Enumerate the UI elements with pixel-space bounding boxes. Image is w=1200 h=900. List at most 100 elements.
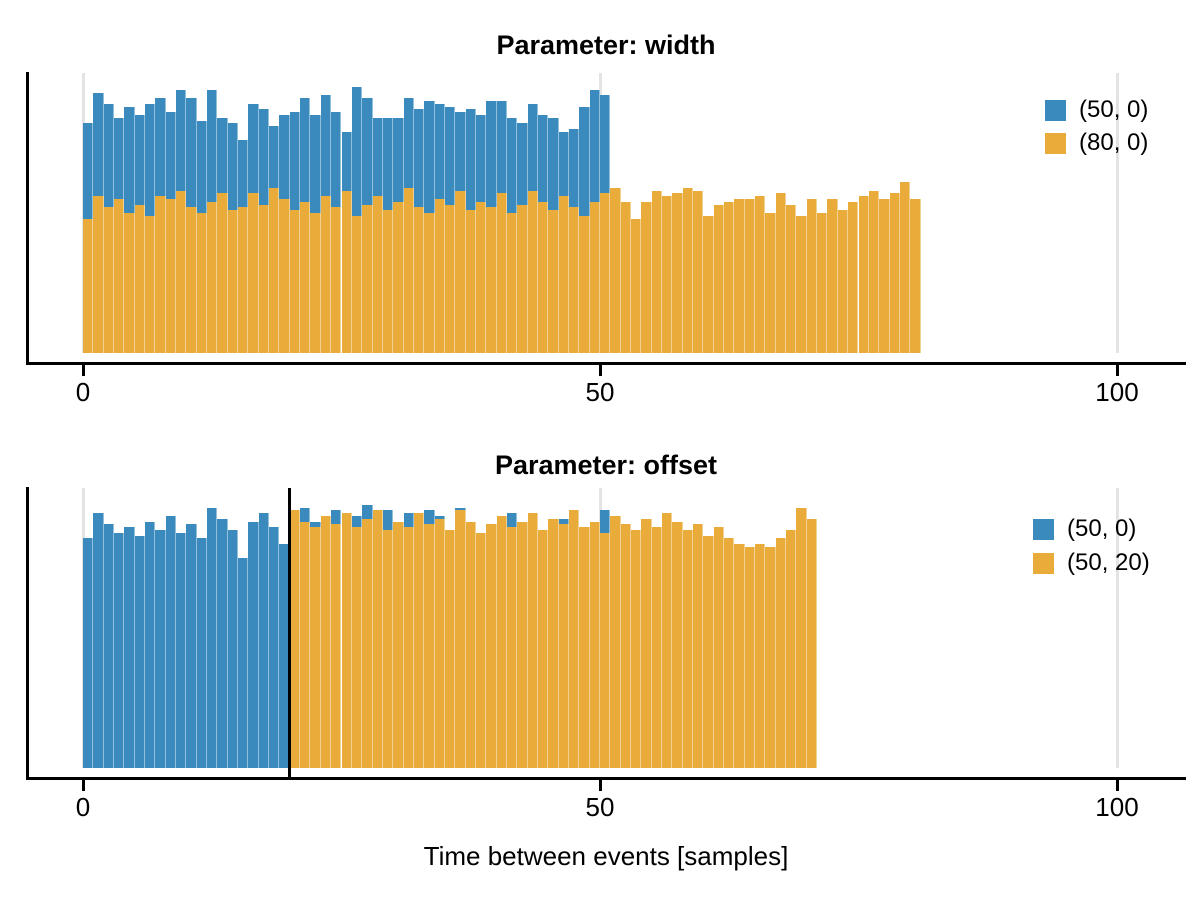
y-axis-spine bbox=[26, 72, 29, 365]
histogram-bar bbox=[186, 524, 197, 768]
histogram-bar bbox=[506, 527, 518, 768]
histogram-plot-offset bbox=[0, 488, 1200, 779]
legend-label: (80, 0) bbox=[1079, 129, 1149, 156]
x-tick bbox=[1115, 365, 1119, 376]
legend-item: (50, 0) bbox=[1033, 516, 1136, 542]
histogram-bar bbox=[506, 213, 518, 353]
histogram-bar bbox=[300, 201, 311, 353]
legend-label: (50, 20) bbox=[1067, 549, 1150, 576]
histogram-bar bbox=[672, 521, 683, 768]
legend-swatch-blue bbox=[1033, 518, 1054, 540]
histogram-bar bbox=[258, 513, 270, 768]
histogram-bar bbox=[248, 193, 259, 353]
histogram-bar bbox=[176, 190, 187, 353]
histogram-bar bbox=[672, 193, 683, 353]
legend-swatch-blue bbox=[1045, 99, 1066, 121]
histogram-bar bbox=[610, 187, 621, 353]
histogram-bar bbox=[879, 199, 890, 353]
x-tick bbox=[81, 365, 85, 376]
histogram-bar bbox=[310, 213, 321, 353]
histogram-bar bbox=[558, 524, 569, 768]
histogram-bar bbox=[351, 215, 363, 353]
plot-title-width: Parameter: width bbox=[496, 30, 716, 60]
legend-swatch-orange bbox=[1045, 132, 1066, 154]
histogram-bar bbox=[744, 546, 756, 768]
histogram-bar bbox=[331, 207, 342, 353]
histogram-bar bbox=[610, 516, 621, 768]
histogram-bar bbox=[341, 513, 352, 768]
histogram-bar bbox=[827, 199, 838, 353]
histogram-bar bbox=[517, 204, 528, 353]
histogram-bar bbox=[465, 210, 476, 353]
histogram-bar bbox=[703, 535, 714, 768]
x-tick-label: 50 bbox=[585, 377, 615, 407]
histogram-bar bbox=[393, 201, 404, 353]
histogram-bar bbox=[486, 524, 497, 768]
histogram-bar bbox=[424, 213, 435, 353]
histogram-bar bbox=[620, 201, 631, 353]
histogram-bar bbox=[196, 213, 208, 353]
histogram-bar bbox=[817, 213, 828, 353]
histogram-bar bbox=[858, 196, 869, 353]
histogram-bar bbox=[196, 538, 208, 768]
histogram-bar bbox=[207, 201, 218, 353]
histogram-bar bbox=[631, 530, 642, 768]
x-tick-label: 0 bbox=[75, 792, 91, 822]
x-tick bbox=[598, 780, 602, 791]
histogram-bar bbox=[910, 199, 921, 353]
legend-item: (80, 0) bbox=[1045, 130, 1148, 156]
histogram-bar bbox=[496, 193, 507, 353]
histogram-bar bbox=[413, 513, 425, 768]
histogram-bar bbox=[641, 518, 652, 768]
histogram-bar bbox=[372, 196, 383, 353]
histogram-bar bbox=[620, 524, 631, 768]
histogram-bar bbox=[165, 199, 177, 353]
histogram-bar bbox=[868, 190, 880, 353]
histogram-bar bbox=[837, 210, 849, 353]
histogram-bar bbox=[734, 199, 745, 353]
x-axis-spine bbox=[26, 777, 1186, 780]
histogram-bar bbox=[475, 532, 487, 768]
histogram-bar bbox=[579, 527, 590, 768]
histogram-bar bbox=[589, 201, 600, 353]
histogram-bar bbox=[103, 207, 114, 353]
histogram-bar bbox=[641, 201, 652, 353]
histogram-bar bbox=[579, 215, 590, 353]
histogram-bar bbox=[413, 207, 425, 353]
offset-marker-line bbox=[288, 488, 292, 779]
histogram-bar bbox=[600, 532, 611, 768]
histogram-bar bbox=[176, 532, 187, 768]
histogram-bar bbox=[703, 215, 714, 353]
histogram-bar bbox=[796, 507, 807, 768]
x-tick bbox=[81, 780, 85, 791]
histogram-bar bbox=[155, 530, 166, 768]
histogram-bar bbox=[662, 196, 673, 353]
histogram-bar bbox=[217, 518, 228, 768]
x-axis-label: Time between events [samples] bbox=[423, 841, 789, 871]
histogram-bar bbox=[134, 204, 146, 353]
legend-item: (50, 0) bbox=[1045, 97, 1148, 123]
histogram-bar bbox=[537, 530, 549, 768]
histogram-bar bbox=[393, 521, 404, 768]
histogram-bar bbox=[548, 210, 559, 353]
histogram-bar bbox=[155, 196, 166, 353]
histogram-bar bbox=[455, 510, 466, 768]
histogram-bar bbox=[403, 527, 414, 768]
histogram-bar bbox=[134, 535, 146, 768]
histogram-bar bbox=[269, 187, 280, 353]
histogram-bar bbox=[362, 518, 373, 768]
histogram-bar bbox=[537, 201, 549, 353]
histogram-bar bbox=[424, 524, 435, 768]
histogram-bar bbox=[83, 218, 94, 353]
histogram-bar bbox=[693, 190, 704, 353]
histogram-bar bbox=[300, 521, 311, 768]
histogram-bar bbox=[93, 196, 104, 353]
histogram-bar bbox=[755, 544, 766, 768]
legend-label: (50, 0) bbox=[1079, 96, 1149, 123]
histogram-bar bbox=[310, 527, 321, 768]
histogram-bar bbox=[382, 530, 394, 768]
histogram-bar bbox=[693, 524, 704, 768]
histogram-bar bbox=[145, 521, 156, 768]
y-axis-spine bbox=[26, 487, 29, 780]
